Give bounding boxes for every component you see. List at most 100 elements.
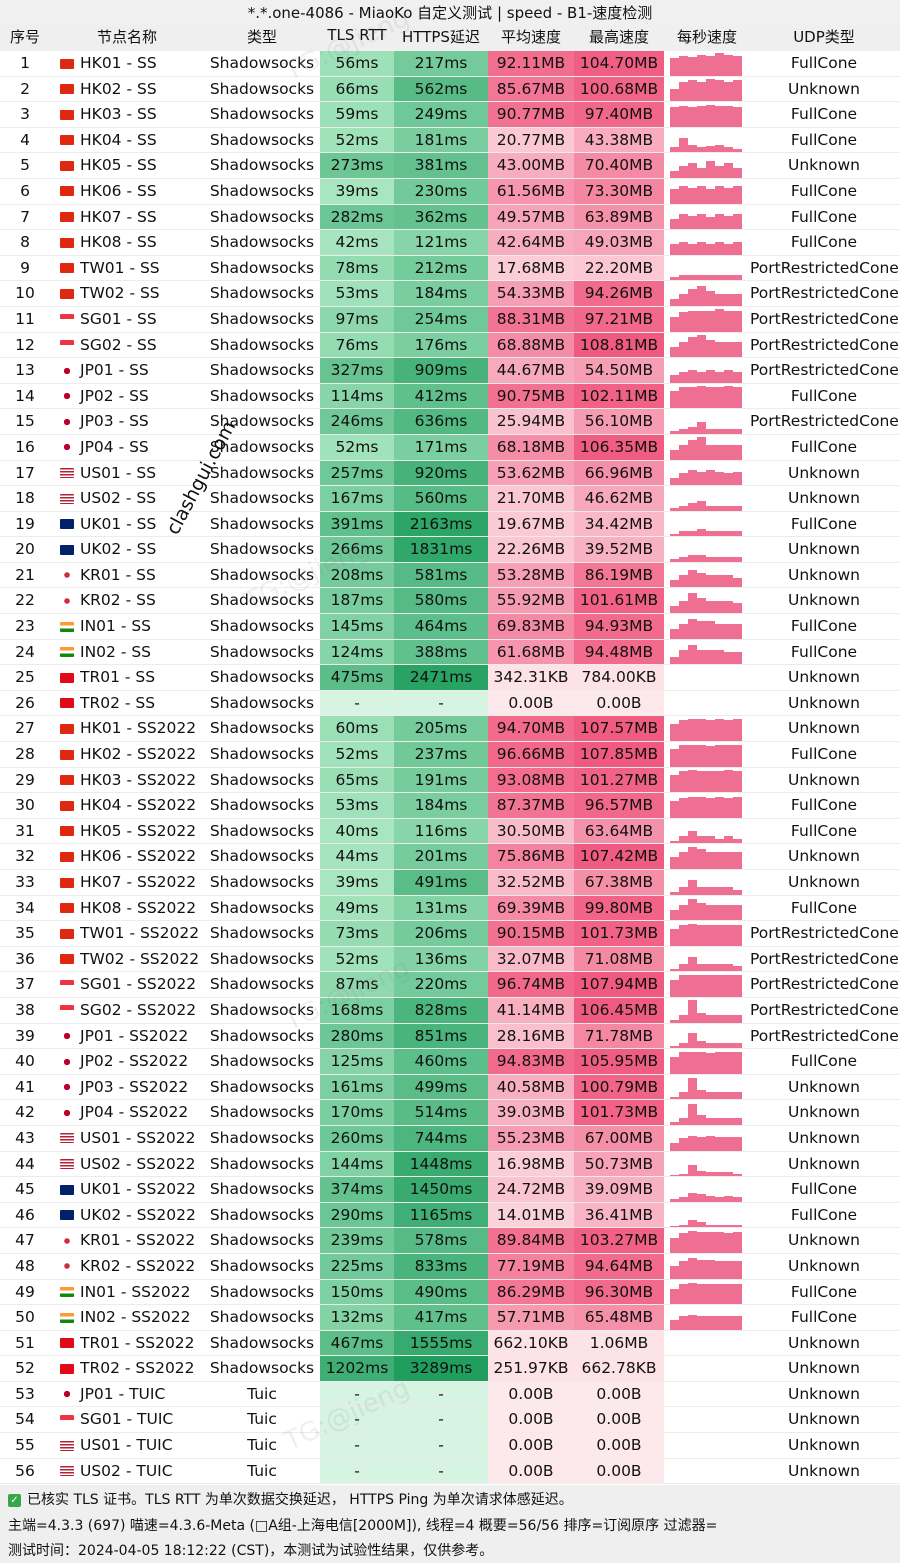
node-type: Shadowsocks xyxy=(209,1026,315,1045)
sparkline-bar xyxy=(706,1043,715,1049)
sparkline-bar xyxy=(679,1284,688,1305)
flag-icon xyxy=(60,698,74,709)
sparkline-bar xyxy=(715,1137,724,1151)
sparkline-bar xyxy=(706,79,715,102)
sparkline-bar xyxy=(724,1172,733,1177)
https-latency-cell: - xyxy=(394,1407,488,1433)
sparkline-bar xyxy=(706,836,715,844)
sparkline-bar xyxy=(733,531,742,537)
max-speed-cell: 97.40MB xyxy=(574,102,664,127)
row-index: 3 xyxy=(20,105,30,124)
udp-type: FullCone xyxy=(790,233,858,252)
sparkline-bar xyxy=(697,1012,706,1023)
sparkline-bar xyxy=(697,371,706,383)
max-speed-cell: 66.96MB xyxy=(574,460,664,486)
max-speed-cell: 43.38MB xyxy=(574,127,664,153)
row-index: 35 xyxy=(15,924,35,943)
tls-rtt-cell: 260ms xyxy=(320,1125,394,1151)
sparkline-bar xyxy=(733,1173,742,1177)
max-speed-cell: 86.19MB xyxy=(574,562,664,588)
sparkline-bar xyxy=(670,968,679,972)
sparkline-bar xyxy=(706,1316,715,1330)
udp-type: Unknown xyxy=(788,1333,860,1352)
node-name: TR01 - SS xyxy=(52,665,202,690)
sparkline-bar xyxy=(679,242,688,255)
https-latency-cell: 121ms xyxy=(394,230,488,255)
speed-sparkline xyxy=(664,640,750,665)
sparkline-bar xyxy=(715,1015,724,1023)
sparkline-bar xyxy=(679,575,688,588)
https-latency-cell: 205ms xyxy=(394,716,488,742)
udp-type: PortRestrictedCone xyxy=(750,258,898,277)
tls-rtt-cell: 170ms xyxy=(320,1100,394,1125)
speed-sparkline xyxy=(664,333,750,358)
sparkline-bar xyxy=(715,838,724,844)
avg-speed-cell: 49.57MB xyxy=(488,204,574,230)
avg-speed-cell: 32.52MB xyxy=(488,870,574,895)
node-type: Shadowsocks xyxy=(209,258,315,277)
sparkline-bar xyxy=(670,508,679,511)
node-type: Shadowsocks xyxy=(209,309,315,328)
udp-type: Unknown xyxy=(788,540,860,559)
max-speed-cell: 63.64MB xyxy=(574,818,664,844)
avg-speed-cell: 87.37MB xyxy=(488,793,574,818)
sparkline-bar xyxy=(715,600,724,614)
sparkline-bar xyxy=(688,503,697,511)
avg-speed-cell: 42.64MB xyxy=(488,230,574,255)
sparkline-bar xyxy=(697,849,706,869)
row-index: 21 xyxy=(15,565,35,584)
flag-icon xyxy=(60,1005,74,1016)
table-row: 22 KR02 - SS Shadowsocks 187ms 580ms 55.92MB 1… xyxy=(0,588,900,615)
https-latency-cell: 230ms xyxy=(394,178,488,204)
udp-type: FullCone xyxy=(790,181,858,200)
speed-sparkline xyxy=(664,691,750,716)
sparkline-bar xyxy=(697,598,706,614)
sparkline-bar xyxy=(724,836,733,844)
max-speed-cell: 100.79MB xyxy=(574,1074,664,1100)
sparkline-bar xyxy=(706,370,715,383)
row-index: 31 xyxy=(15,821,35,840)
sparkline-bar xyxy=(670,533,679,537)
speed-sparkline xyxy=(664,77,750,102)
tls-rtt-cell: 65ms xyxy=(320,767,394,793)
max-speed-cell: 784.00KB xyxy=(574,665,664,690)
flag-icon xyxy=(60,979,74,990)
node-type: Shadowsocks xyxy=(209,821,315,840)
avg-speed-cell: 14.01MB xyxy=(488,1202,574,1228)
sparkline-bar xyxy=(697,105,706,127)
table-row: 12 SG02 - SS Shadowsocks 76ms 176ms 68.88MB 10… xyxy=(0,332,900,359)
sparkline-bar xyxy=(724,163,733,178)
sparkline-bar xyxy=(724,1284,733,1305)
udp-type: FullCone xyxy=(790,514,858,533)
tls-rtt-cell: - xyxy=(320,1458,394,1484)
speed-sparkline xyxy=(664,1305,750,1330)
row-index: 13 xyxy=(15,361,35,380)
tls-rtt-cell: 52ms xyxy=(320,946,394,972)
avg-speed-cell: 40.58MB xyxy=(488,1074,574,1100)
table-row: 52 TR02 - SS2022 Shadowsocks 1202ms 3289ms 25… xyxy=(0,1356,900,1382)
sparkline-bar xyxy=(670,1174,679,1177)
udp-type: FullCone xyxy=(790,1282,858,1301)
node-type: Shadowsocks xyxy=(209,463,315,482)
sparkline-bar xyxy=(724,720,733,742)
speed-sparkline xyxy=(664,1177,750,1202)
speed-sparkline xyxy=(664,51,750,76)
https-latency-cell: 220ms xyxy=(394,972,488,997)
flag-icon xyxy=(60,877,74,888)
udp-type: FullCone xyxy=(790,1308,858,1327)
flag-icon xyxy=(60,1133,74,1144)
sparkline-bar xyxy=(724,243,733,255)
sparkline-bar xyxy=(697,335,706,358)
node-name: HK07 - SS2022 xyxy=(52,870,202,895)
sparkline-bar xyxy=(715,80,724,102)
sparkline-bar xyxy=(670,88,679,102)
sparkline-bar xyxy=(706,974,715,997)
tls-rtt-cell: 168ms xyxy=(320,997,394,1023)
table-row: 9 TW01 - SS Shadowsocks 78ms 212ms 17.68MB 22.… xyxy=(0,255,900,282)
udp-type: Unknown xyxy=(788,1410,860,1429)
sparkline-bar xyxy=(688,187,697,204)
row-index: 30 xyxy=(15,796,35,815)
flag-icon xyxy=(60,135,74,146)
udp-type: Unknown xyxy=(788,1256,860,1275)
node-type: Shadowsocks xyxy=(209,1333,315,1352)
